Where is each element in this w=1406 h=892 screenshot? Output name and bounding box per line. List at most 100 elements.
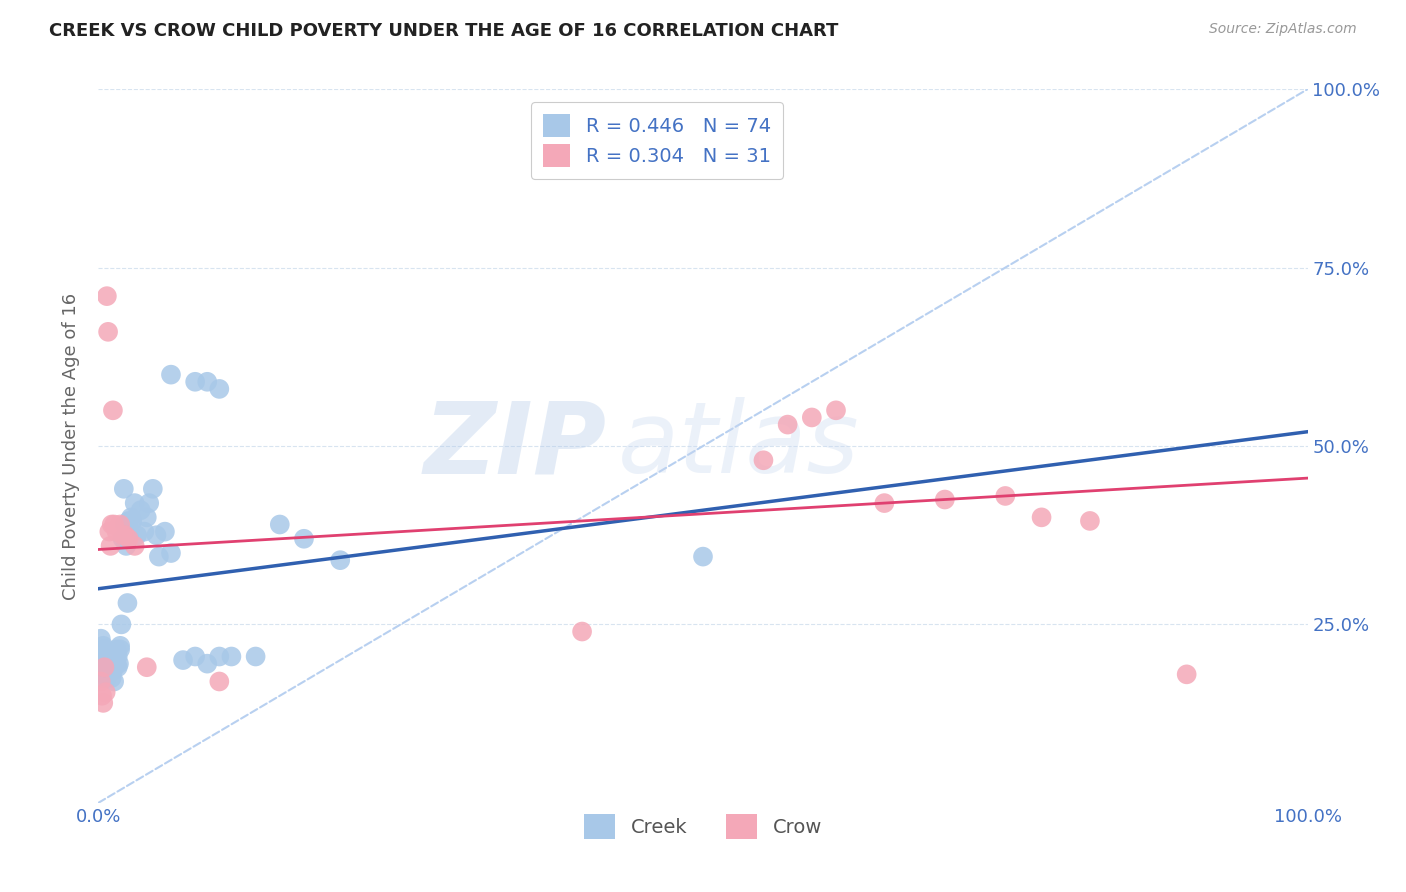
Point <box>93 657 115 671</box>
Point <box>98 649 121 664</box>
Point <box>825 403 848 417</box>
Point <box>138 496 160 510</box>
Point <box>800 410 823 425</box>
Point <box>100 653 122 667</box>
Point <box>110 617 132 632</box>
Point <box>124 539 146 553</box>
Point <box>108 657 131 671</box>
Point <box>118 532 141 546</box>
Point <box>103 657 125 671</box>
Point <box>195 657 218 671</box>
Point <box>101 664 124 678</box>
Point <box>172 653 194 667</box>
Point <box>94 653 117 667</box>
Point <box>103 517 125 532</box>
Point <box>94 685 117 699</box>
Point <box>994 489 1017 503</box>
Point <box>184 375 207 389</box>
Point <box>98 660 121 674</box>
Point <box>135 660 157 674</box>
Point <box>94 660 117 674</box>
Point <box>208 382 231 396</box>
Point <box>101 646 124 660</box>
Point <box>112 482 135 496</box>
Text: ZIP: ZIP <box>423 398 606 494</box>
Point <box>97 646 120 660</box>
Point <box>100 646 122 660</box>
Point <box>97 657 120 671</box>
Point <box>91 689 114 703</box>
Point <box>100 671 122 685</box>
Point <box>120 510 142 524</box>
Point <box>692 549 714 564</box>
Point <box>142 482 165 496</box>
Point <box>91 664 114 678</box>
Point <box>245 649 267 664</box>
Point <box>752 453 775 467</box>
Point <box>111 528 134 542</box>
Point <box>221 649 243 664</box>
Point <box>135 510 157 524</box>
Point <box>124 496 146 510</box>
Point <box>93 660 115 674</box>
Point <box>1031 510 1053 524</box>
Point <box>91 653 114 667</box>
Point <box>105 657 128 671</box>
Point <box>114 517 136 532</box>
Point <box>104 653 127 667</box>
Point <box>90 674 112 689</box>
Point <box>98 524 121 539</box>
Point <box>101 657 124 671</box>
Point <box>104 646 127 660</box>
Point <box>108 639 131 653</box>
Point <box>195 375 218 389</box>
Legend: Creek, Crow: Creek, Crow <box>576 806 830 847</box>
Point <box>117 596 139 610</box>
Point <box>129 503 152 517</box>
Point <box>100 517 122 532</box>
Point <box>208 649 231 664</box>
Point <box>107 660 129 674</box>
Point <box>105 524 128 539</box>
Point <box>114 528 136 542</box>
Point <box>91 639 114 653</box>
Point <box>105 642 128 657</box>
Point <box>153 524 176 539</box>
Point <box>96 289 118 303</box>
Point <box>208 674 231 689</box>
Text: CREEK VS CROW CHILD POVERTY UNDER THE AGE OF 16 CORRELATION CHART: CREEK VS CROW CHILD POVERTY UNDER THE AG… <box>49 22 838 40</box>
Point <box>91 671 114 685</box>
Point <box>90 632 112 646</box>
Point <box>96 653 118 667</box>
Point <box>571 624 593 639</box>
Point <box>93 642 115 657</box>
Point <box>111 532 134 546</box>
Point <box>115 539 138 553</box>
Point <box>269 517 291 532</box>
Point <box>118 514 141 528</box>
Text: atlas: atlas <box>619 398 860 494</box>
Point <box>148 549 170 564</box>
Point <box>96 671 118 685</box>
Point <box>1078 514 1101 528</box>
Point <box>127 528 149 542</box>
Y-axis label: Child Poverty Under the Age of 16: Child Poverty Under the Age of 16 <box>62 293 80 599</box>
Text: Source: ZipAtlas.com: Source: ZipAtlas.com <box>1209 22 1357 37</box>
Point <box>97 325 120 339</box>
Point <box>160 546 183 560</box>
Point <box>108 517 131 532</box>
Point <box>94 664 117 678</box>
Point <box>184 649 207 664</box>
Point <box>292 532 315 546</box>
Point <box>873 496 896 510</box>
Point <box>1175 667 1198 681</box>
Point <box>107 649 129 664</box>
Point <box>103 674 125 689</box>
Point <box>160 368 183 382</box>
Point <box>776 417 799 432</box>
Point <box>91 657 114 671</box>
Point <box>118 524 141 539</box>
Point <box>100 653 122 667</box>
Point <box>934 492 956 507</box>
Point <box>100 657 122 671</box>
